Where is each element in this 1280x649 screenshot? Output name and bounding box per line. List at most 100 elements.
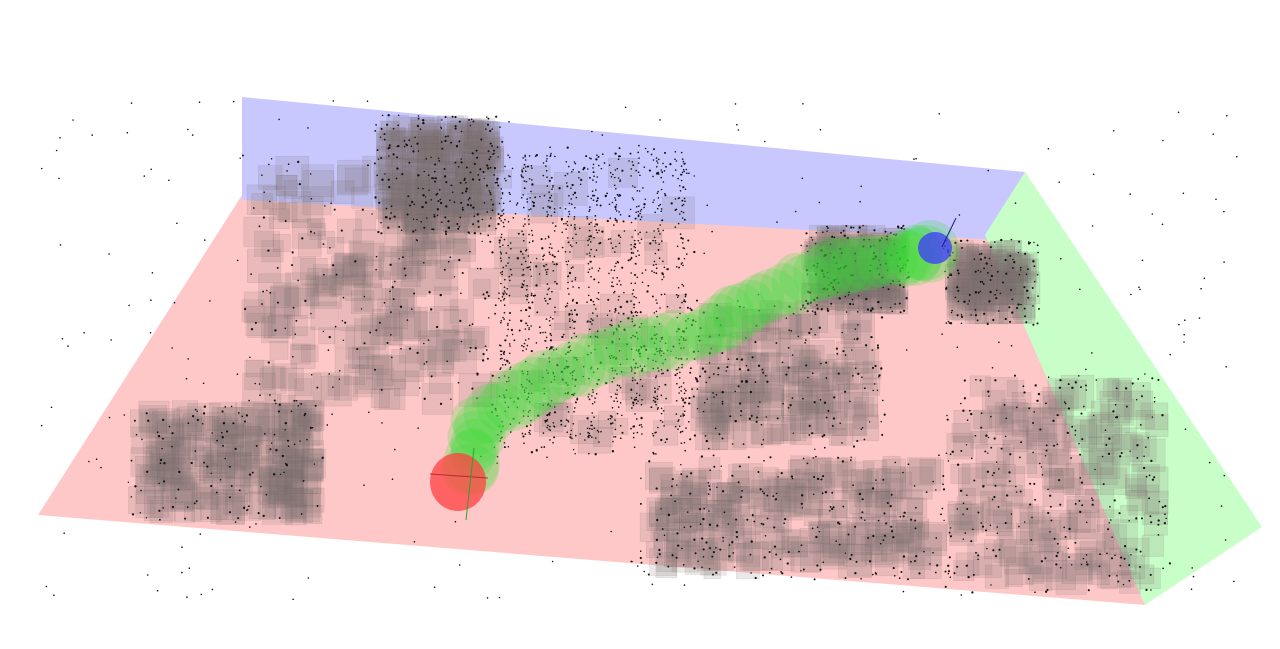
point (489, 155, 492, 158)
point (291, 251, 294, 254)
voxel (386, 140, 406, 160)
point (470, 118, 473, 121)
point (447, 260, 450, 263)
point (261, 174, 263, 176)
point (591, 323, 593, 325)
point (521, 230, 523, 233)
voxel (447, 122, 470, 145)
point (295, 319, 298, 322)
point (419, 128, 422, 131)
point (500, 233, 503, 236)
point (630, 282, 633, 285)
point (587, 435, 589, 438)
point (960, 449, 963, 452)
point (779, 558, 782, 561)
point (677, 544, 680, 547)
point (631, 407, 633, 409)
voxel (259, 367, 287, 395)
point (765, 416, 767, 418)
point (522, 167, 525, 170)
point (722, 540, 724, 542)
voxel (179, 416, 202, 440)
point (1016, 306, 1019, 310)
point (1032, 260, 1035, 263)
point (528, 338, 530, 340)
point (524, 328, 527, 330)
point (564, 425, 566, 427)
point (454, 520, 457, 523)
point (366, 100, 369, 102)
point (940, 513, 942, 516)
point (504, 363, 507, 366)
point (569, 433, 572, 436)
voxel (240, 441, 259, 460)
point (638, 394, 641, 397)
point (863, 438, 866, 441)
point (219, 478, 222, 481)
point (790, 576, 793, 578)
point (552, 422, 555, 424)
point (613, 400, 615, 402)
point (1223, 210, 1225, 213)
point (236, 373, 239, 376)
voxel (386, 130, 411, 155)
point (502, 266, 505, 269)
point (328, 335, 331, 339)
point (158, 482, 160, 485)
point (576, 398, 579, 401)
point (526, 198, 528, 200)
point (587, 320, 589, 322)
point (864, 387, 866, 390)
voxel (473, 193, 494, 214)
point (611, 450, 615, 453)
point (677, 287, 680, 289)
point (681, 237, 684, 240)
point (241, 154, 244, 157)
point (876, 346, 880, 349)
voxel (150, 452, 176, 479)
point (914, 560, 916, 562)
voxel (263, 307, 296, 339)
point (268, 163, 270, 166)
voxel (241, 425, 261, 445)
point (521, 170, 524, 173)
point (591, 402, 594, 405)
point (143, 175, 146, 177)
point (542, 258, 544, 261)
voxel (458, 373, 492, 407)
voxel (378, 157, 412, 191)
voxel (404, 184, 436, 216)
point (800, 244, 802, 247)
point (732, 552, 735, 554)
point (678, 197, 681, 199)
voxel (443, 185, 463, 205)
point (550, 334, 552, 337)
point (678, 392, 680, 394)
point (598, 242, 600, 245)
point (1015, 485, 1017, 488)
point (686, 253, 688, 255)
voxel (327, 374, 350, 396)
point (488, 317, 490, 319)
point (604, 194, 607, 198)
point (230, 484, 233, 487)
point (548, 251, 551, 253)
voxel (388, 157, 407, 176)
point (632, 198, 635, 201)
point (449, 256, 452, 259)
voxel (378, 156, 412, 190)
point (1053, 444, 1055, 447)
voxel (366, 354, 392, 380)
point (427, 174, 430, 177)
point (1114, 416, 1117, 419)
point (1032, 451, 1035, 454)
point (310, 230, 312, 233)
point (228, 465, 231, 468)
point (721, 391, 724, 394)
point (618, 242, 621, 245)
point (597, 292, 600, 294)
point (127, 481, 130, 484)
point (1106, 552, 1108, 555)
point (717, 373, 719, 376)
point (864, 519, 866, 522)
